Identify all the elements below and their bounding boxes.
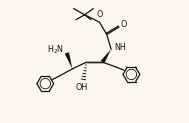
Polygon shape xyxy=(65,52,72,69)
Text: OH: OH xyxy=(75,83,88,92)
Text: H$_2$N: H$_2$N xyxy=(47,44,64,56)
Polygon shape xyxy=(101,49,111,63)
Text: O: O xyxy=(97,10,103,19)
Text: O: O xyxy=(121,20,127,29)
Text: NH: NH xyxy=(114,43,126,52)
